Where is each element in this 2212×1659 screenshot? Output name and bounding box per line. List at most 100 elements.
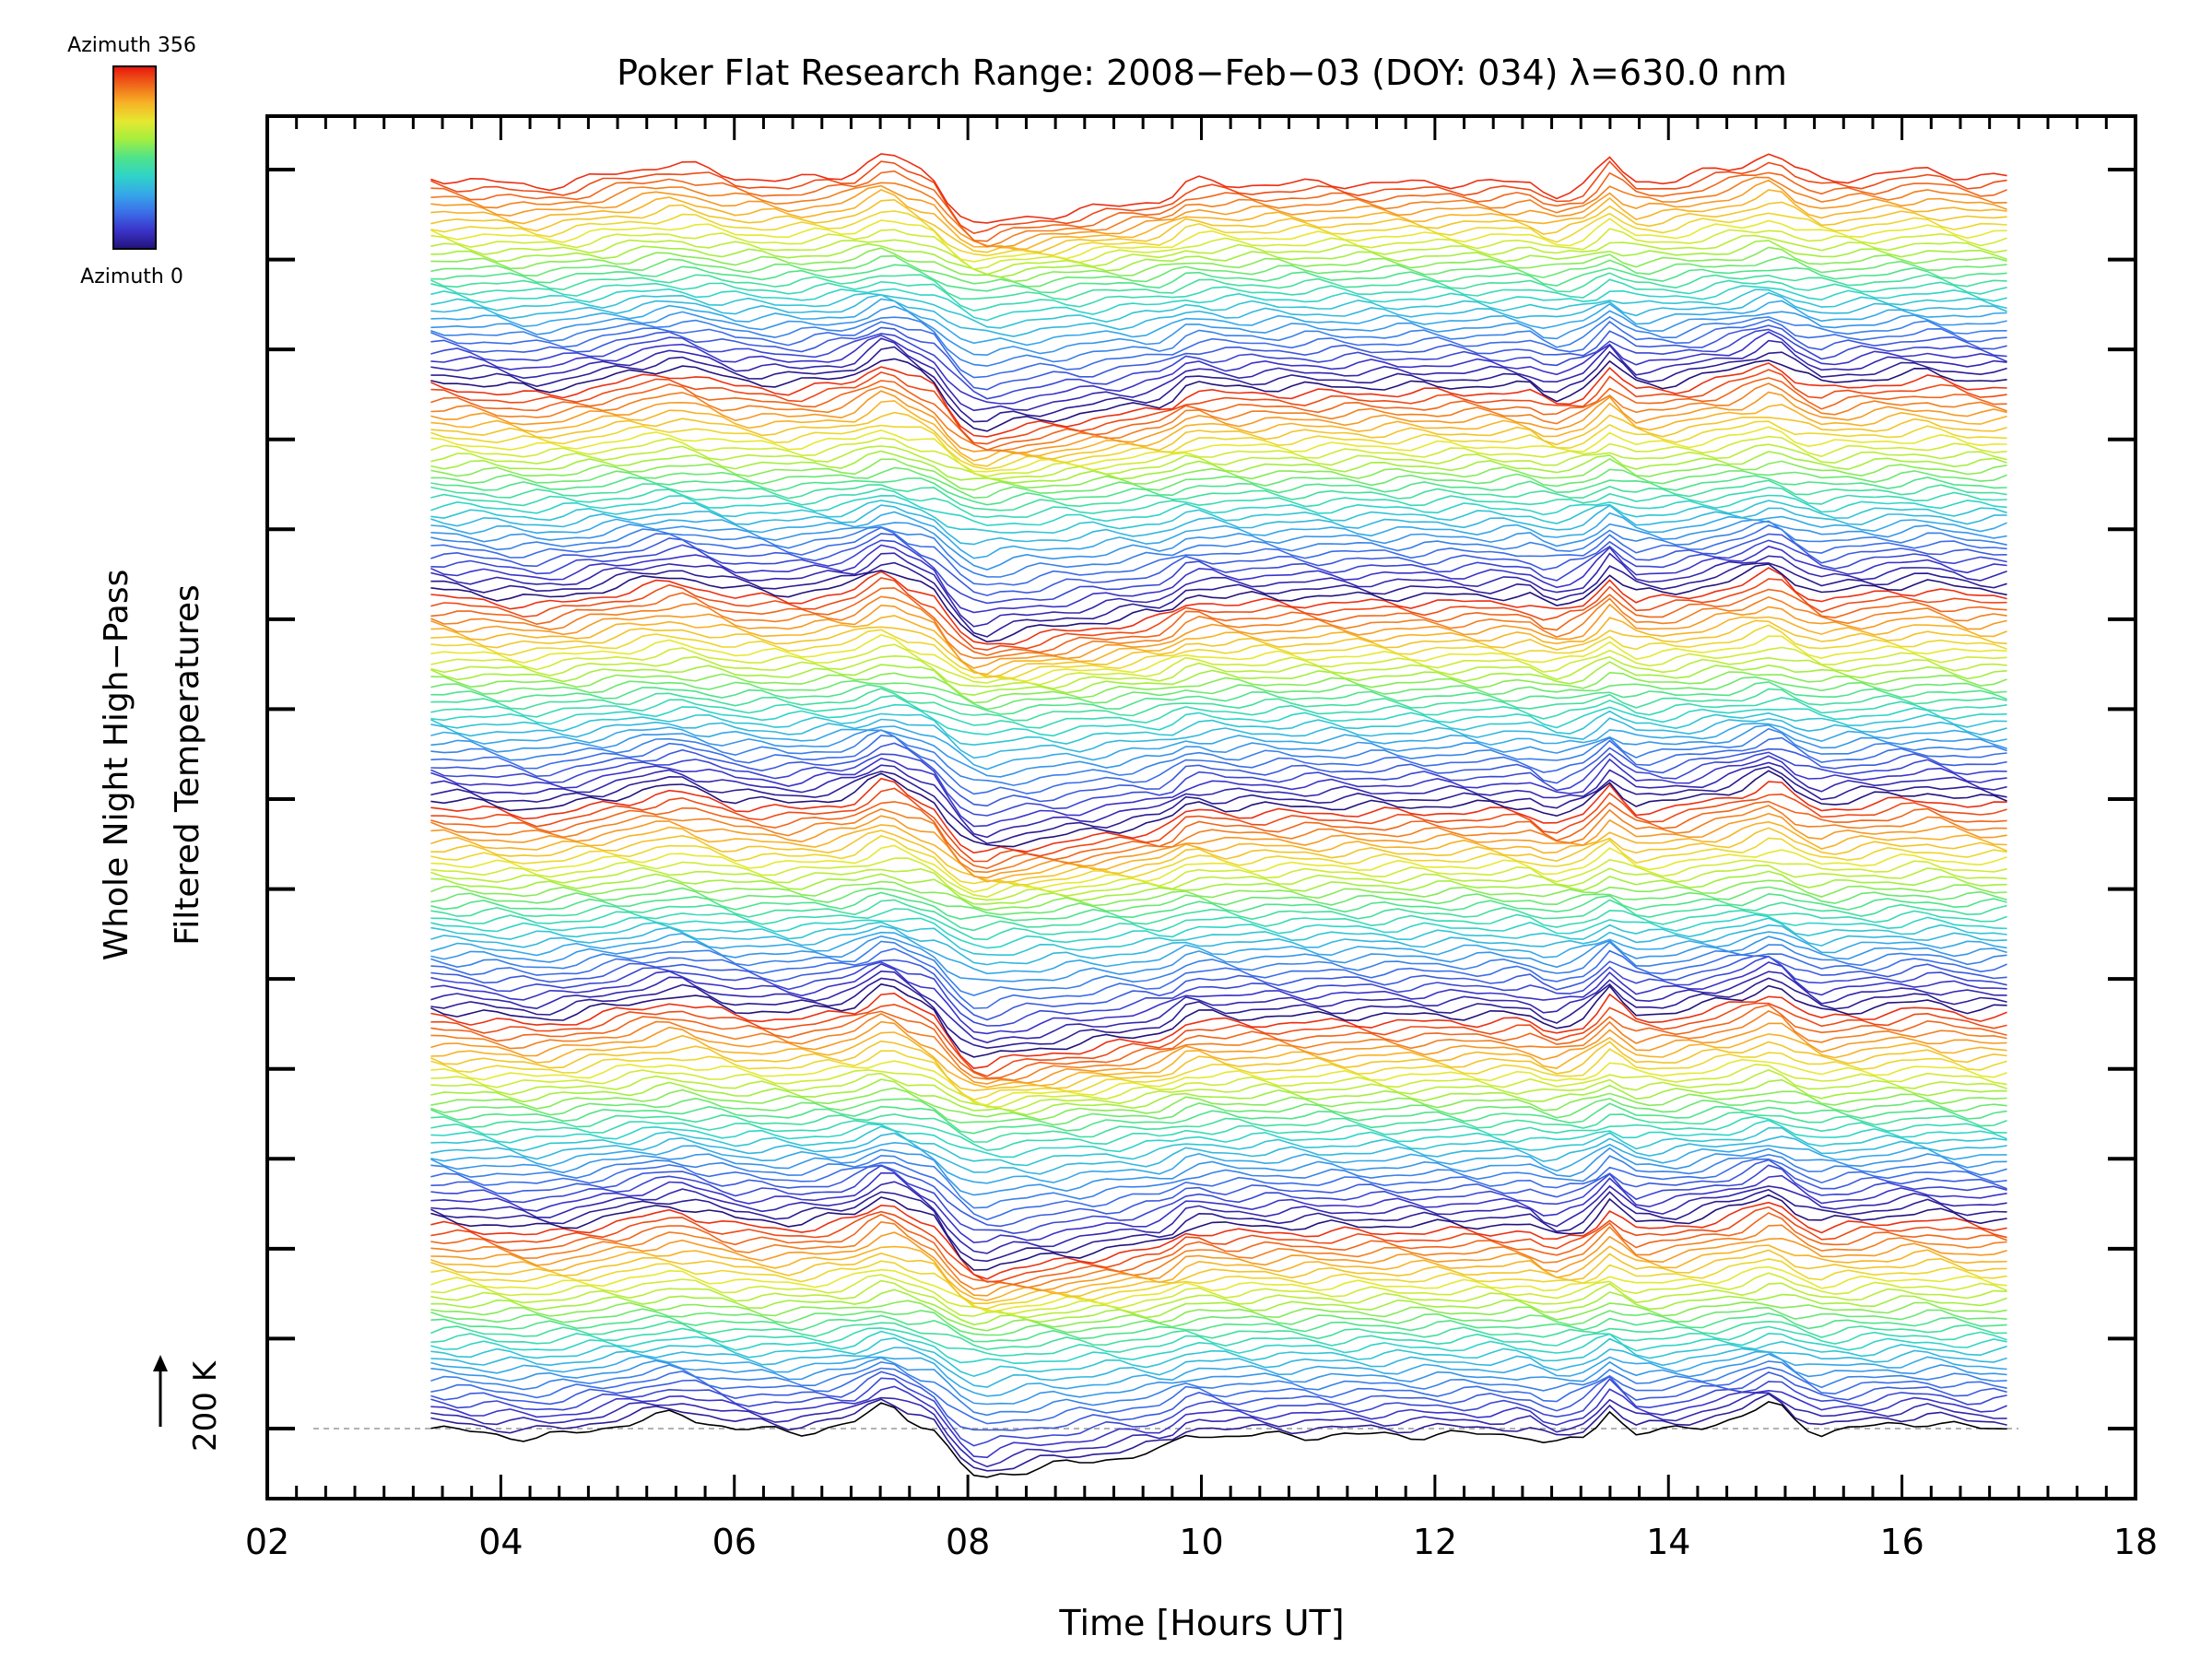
temperature-trace	[430, 500, 2007, 535]
temperature-trace	[430, 1201, 2007, 1280]
temperature-trace	[430, 935, 2007, 982]
temperature-trace	[430, 544, 2007, 614]
temperature-trace	[430, 1119, 2007, 1159]
temperature-trace	[430, 240, 2007, 278]
temperature-trace	[430, 924, 2007, 966]
temperature-trace	[430, 777, 2007, 854]
temperature-trace	[430, 751, 2007, 817]
temperature-trace	[430, 1347, 2007, 1388]
temperature-trace	[430, 1147, 2007, 1196]
temperature-trace	[430, 886, 2007, 916]
temperature-trace	[430, 603, 2007, 669]
temperature-trace	[430, 1206, 2007, 1283]
temperature-trace	[430, 805, 2007, 874]
temperature-trace	[430, 681, 2007, 715]
temperature-trace	[430, 285, 2007, 322]
temperature-trace	[430, 272, 2007, 300]
temperature-trace	[430, 1377, 2007, 1447]
temperature-trace	[430, 766, 2007, 845]
temperature-trace	[430, 727, 2007, 786]
temperature-trace	[430, 1220, 2007, 1290]
temperature-trace	[430, 1087, 2007, 1121]
temperature-trace	[430, 676, 2007, 711]
temperature-trace	[430, 634, 2007, 682]
temperature-trace	[430, 703, 2007, 737]
temperature-trace	[430, 1171, 2007, 1244]
temperature-trace	[430, 420, 2007, 470]
temperature-trace	[430, 475, 2007, 506]
temperature-trace	[430, 1164, 2007, 1235]
temperature-trace	[430, 1330, 2007, 1364]
temperature-trace	[430, 466, 2007, 499]
temperature-trace	[430, 820, 2007, 883]
temperature-trace	[430, 1078, 2007, 1116]
temperature-trace	[430, 278, 2007, 312]
temperature-trace	[430, 770, 2007, 848]
temperature-trace	[430, 1132, 2007, 1175]
temperature-trace	[430, 671, 2007, 704]
x-tick-labels: 02 04 06 08 10 12 14 16 18	[245, 1522, 2158, 1562]
temperature-trace	[430, 1244, 2007, 1301]
temperature-trace	[430, 377, 2007, 452]
temperature-trace	[430, 955, 2007, 1021]
scale-marker: 200 K	[153, 1355, 224, 1452]
temperature-trace	[430, 457, 2007, 491]
x-tick-label: 04	[478, 1522, 523, 1562]
temperature-trace	[430, 615, 2007, 676]
temperature-trace	[430, 661, 2007, 697]
temperature-traces	[430, 153, 2007, 1478]
temperature-trace	[430, 1111, 2007, 1143]
temperature-trace	[430, 643, 2007, 686]
temperature-trace	[430, 787, 2007, 863]
temperature-trace	[430, 426, 2007, 473]
temperature-trace	[430, 1272, 2007, 1315]
temperature-trace	[430, 1393, 2007, 1472]
temperature-trace	[430, 735, 2007, 795]
temperature-trace	[430, 382, 2007, 452]
temperature-trace	[430, 411, 2007, 467]
temperature-trace	[430, 563, 2007, 643]
temperature-trace	[430, 955, 2007, 1027]
temperature-trace	[430, 1306, 2007, 1336]
temperature-trace	[430, 1353, 2007, 1406]
temperature-trace	[430, 595, 2007, 659]
temperature-trace	[430, 1392, 2007, 1468]
x-tick-label: 02	[245, 1522, 289, 1562]
temperature-trace	[430, 577, 2007, 652]
temperature-trace	[430, 1125, 2007, 1167]
colorbar: Azimuth 356 Azimuth 0	[67, 34, 196, 288]
temperature-trace	[430, 970, 2007, 1044]
temperature-trace	[430, 1320, 2007, 1350]
temperature-trace	[430, 315, 2007, 367]
temperature-trace	[430, 800, 2007, 870]
temperature-trace	[430, 1231, 2007, 1297]
temperature-trace	[430, 288, 2007, 329]
temperature-trace	[430, 254, 2007, 288]
temperature-trace	[430, 723, 2007, 771]
temperature-trace	[430, 450, 2007, 484]
colorbar-top-label: Azimuth 356	[67, 34, 196, 57]
temperature-trace	[430, 179, 2007, 248]
y-axis-label-line1: Whole Night High−Pass	[98, 570, 135, 961]
temperature-trace	[430, 913, 2007, 949]
temperature-trace	[430, 390, 2007, 454]
temperature-trace	[430, 561, 2007, 638]
temperature-trace	[430, 218, 2007, 263]
temperature-trace	[430, 318, 2007, 379]
temperature-trace	[430, 435, 2007, 477]
x-tick-label: 18	[2113, 1522, 2158, 1562]
temperature-trace	[430, 324, 2007, 391]
temperature-trace	[430, 331, 2007, 405]
temperature-trace	[430, 844, 2007, 893]
temperature-trace	[430, 1048, 2007, 1101]
temperature-trace	[430, 1258, 2007, 1310]
temperature-trace	[430, 688, 2007, 722]
temperature-trace	[430, 1064, 2007, 1108]
temperature-trace	[430, 724, 2007, 778]
temperature-trace	[430, 305, 2007, 357]
temperature-trace	[430, 1194, 2007, 1271]
temperature-trace	[430, 358, 2007, 432]
temperature-trace	[430, 1031, 2007, 1088]
temperature-trace	[430, 624, 2007, 679]
